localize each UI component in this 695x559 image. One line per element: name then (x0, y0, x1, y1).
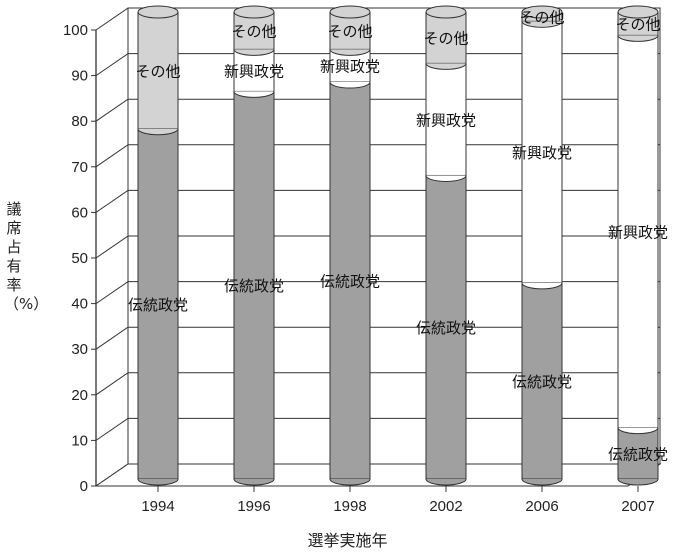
segment-traditional (521, 282, 563, 480)
x-tick-label: 2002 (429, 498, 462, 515)
segment-other-edge (137, 128, 179, 136)
label-emerging: 新興政党 (224, 62, 284, 80)
label-traditional: 伝統政党 (320, 273, 380, 291)
segment-other-edge (329, 49, 371, 56)
gridline-diag (95, 281, 129, 305)
y-tick-label: 60 (71, 204, 88, 221)
x-tick-label: 1998 (333, 498, 366, 515)
gridline-diag (95, 417, 129, 441)
bar-1994 (137, 5, 179, 486)
label-other: その他 (135, 62, 180, 80)
bar-cap (137, 5, 179, 19)
x-tick-label: 2007 (621, 498, 654, 515)
y-axis: 0 10 20 30 40 50 60 70 80 90 100 (63, 22, 97, 495)
gridline-diag (95, 326, 129, 350)
segment-emerging-edge (617, 427, 659, 435)
label-other: その他 (423, 30, 468, 48)
label-traditional: 伝統政党 (128, 296, 188, 314)
segment-emerging-edge (329, 81, 371, 89)
label-emerging: 新興政党 (512, 144, 572, 162)
bar-cap (617, 5, 659, 19)
segment-traditional-edge (617, 478, 659, 486)
y-tick-label: 0 (80, 478, 88, 495)
label-other: その他 (519, 9, 564, 27)
x-tick-label: 2006 (525, 498, 558, 515)
segment-traditional (425, 174, 467, 480)
bars (137, 5, 659, 486)
bar-2006 (521, 5, 563, 486)
bar-1996 (233, 5, 275, 486)
segment-other-edge (233, 49, 275, 56)
label-emerging: 新興政党 (416, 111, 476, 129)
y-tick-label: 20 (71, 387, 88, 404)
segment-other-edge (425, 63, 467, 70)
segment-other-edge (617, 35, 659, 42)
segment-other (425, 11, 467, 64)
segment-emerging-edge (425, 175, 467, 182)
label-traditional: 伝統政党 (224, 277, 284, 295)
label-traditional: 伝統政党 (512, 373, 572, 391)
y-tick-label: 90 (71, 68, 88, 85)
floor-plane (94, 463, 662, 487)
segment-other-edge (521, 21, 563, 28)
bar-cap (425, 5, 467, 19)
gridline-diag (95, 98, 129, 122)
gridline-diag (95, 53, 129, 77)
segment-traditional (137, 128, 179, 480)
segment-emerging-edge (521, 282, 563, 290)
y-axis-label: 議席占有率（%） (4, 200, 49, 313)
label-other: その他 (327, 23, 372, 41)
segment-traditional-edge (329, 478, 371, 486)
y-tick-label: 10 (71, 432, 88, 449)
label-emerging: 新興政党 (320, 58, 380, 76)
y-tick-label: 40 (71, 296, 88, 313)
bar-2007 (617, 5, 659, 486)
segment-traditional-edge (425, 478, 467, 486)
y-tick-label: 30 (71, 341, 88, 358)
label-traditional: 伝統政党 (608, 445, 668, 463)
gridline-diag (95, 372, 129, 396)
gridline-diag (95, 144, 129, 168)
bar-2002 (425, 5, 467, 486)
bar-cap (521, 5, 563, 19)
y-tick-label: 70 (71, 159, 88, 176)
grid (95, 7, 661, 487)
gridline-diag (95, 7, 129, 31)
gridline-diag (95, 235, 129, 259)
segment-traditional (233, 90, 275, 480)
segment-traditional-edge (137, 478, 179, 486)
y-tick-label: 80 (71, 113, 88, 130)
label-traditional: 伝統政党 (416, 319, 476, 337)
segment-traditional-edge (521, 478, 563, 486)
chart-floor (94, 463, 662, 487)
y-tick-label: 100 (63, 22, 88, 39)
x-tick-label: 1996 (237, 498, 270, 515)
segment-emerging-edge (233, 91, 275, 98)
bar-cap (233, 5, 275, 19)
bar-cap (329, 5, 371, 19)
bar-1998 (329, 5, 371, 486)
label-emerging: 新興政党 (608, 223, 668, 241)
x-axis: 1994 1996 1998 2002 2006 2007 (141, 486, 655, 515)
label-other: その他 (231, 23, 276, 41)
x-axis-label: 選挙実施年 (307, 531, 388, 550)
gridline-diag (95, 189, 129, 213)
segment-traditional-edge (233, 478, 275, 486)
segment-emerging (233, 48, 275, 92)
x-tick-label: 1994 (141, 498, 174, 515)
label-other: その他 (615, 16, 660, 34)
y-tick-label: 50 (71, 250, 88, 267)
